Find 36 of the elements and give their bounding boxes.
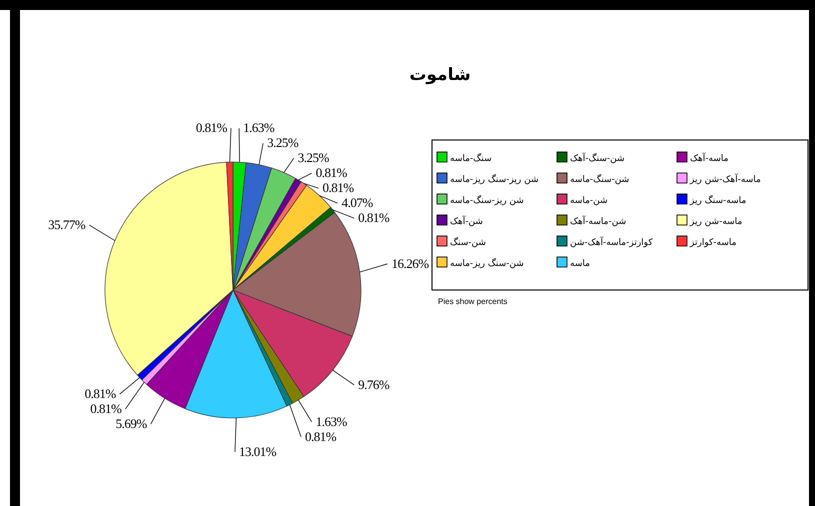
data-label: 13.01% (238, 444, 277, 459)
data-label: 5.69% (116, 416, 148, 432)
data-label: 35.77% (48, 217, 86, 232)
data-label: 16.26% (391, 256, 430, 271)
data-label: 0.81% (196, 120, 228, 136)
legend-label: شن-سنگ (450, 236, 486, 248)
data-label: 0.81% (358, 210, 390, 226)
data-label: 4.07% (342, 195, 374, 210)
legend-label: شن ریز-سنگ ریز-ماسه (450, 173, 538, 185)
legend-label: شن-سنگ-ماسه (570, 173, 630, 185)
text: Pies show percents (438, 297, 508, 306)
legend-label: سنگ-ماسه (450, 152, 492, 164)
legend-label: ماسه-سنگ ریز (689, 194, 746, 206)
legend-label: شن-ماسه-آهک (570, 215, 626, 227)
legend-label: شن-ماسه (570, 196, 608, 206)
legend-label: ماسه-شن ریز (689, 217, 742, 227)
data-label: 0.81% (322, 180, 354, 196)
legend-label: ماسه-کوارتز (689, 238, 737, 248)
legend-label: ماسه (570, 259, 590, 269)
data-label: 0.81% (90, 401, 122, 416)
data-label: 3.25% (267, 135, 299, 150)
data-label: 0.81% (316, 165, 348, 180)
data-label: 1.63% (316, 414, 348, 429)
legend-label: شن ریز-سنگ-ماسه (450, 194, 524, 206)
legend-label: شن-سنگ ریز-ماسه (450, 257, 524, 269)
data-label: 3.25% (298, 150, 330, 166)
legend-label: کوارتز-ماسه-آهک-شن (570, 236, 654, 248)
legend-label: ماسه-آهک (690, 152, 729, 164)
chart-title: شاموت (409, 65, 471, 85)
data-label: 1.63% (243, 120, 275, 136)
data-label: 9.76% (358, 376, 390, 392)
data-label: 0.81% (305, 428, 337, 444)
legend-label: شن-آهک (450, 215, 483, 227)
legend-label: شن-سنگ-آهک (570, 152, 625, 164)
data-label: 0.81% (84, 386, 116, 402)
legend-label: ماسه-آهک-شن ریز (689, 173, 761, 185)
